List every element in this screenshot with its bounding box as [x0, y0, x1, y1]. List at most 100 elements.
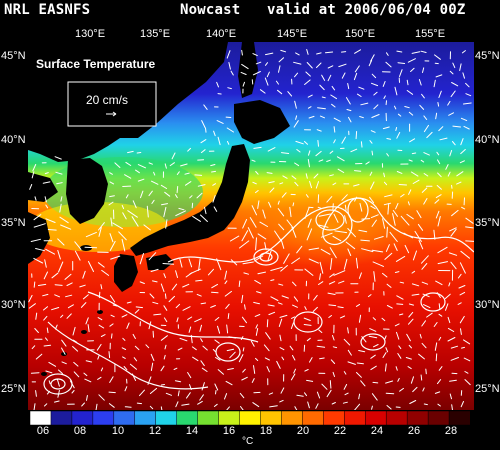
current-vector [332, 346, 338, 349]
current-vector [461, 206, 466, 210]
current-vector [304, 392, 307, 397]
current-vector [137, 164, 146, 169]
current-vector [319, 115, 325, 119]
current-vector [200, 302, 207, 305]
current-vector [309, 180, 312, 189]
current-vector [48, 380, 51, 385]
current-vector [307, 218, 312, 228]
current-vector [448, 112, 454, 116]
current-vector [398, 345, 402, 350]
current-vector [194, 318, 202, 323]
current-vector [385, 61, 392, 68]
current-vector [278, 65, 281, 73]
current-vector [327, 65, 334, 69]
current-vector [358, 314, 362, 323]
current-vector [369, 171, 373, 176]
current-vector [327, 74, 332, 82]
current-vector [66, 282, 73, 286]
current-vector [305, 71, 311, 77]
lat-label-45-left: 45°N [1, 50, 26, 62]
current-vector [73, 361, 79, 367]
current-vector [371, 150, 374, 156]
current-vector [54, 294, 60, 298]
current-vector [278, 283, 284, 286]
current-vector [98, 222, 105, 231]
current-vector [354, 65, 360, 73]
current-vector [54, 284, 63, 286]
vector-scale-arrow [106, 111, 117, 117]
current-vector [43, 344, 52, 347]
current-vector [317, 107, 326, 110]
current-vector [306, 337, 311, 342]
current-vector [328, 281, 336, 285]
current-vector [176, 317, 179, 323]
current-vector [61, 361, 67, 365]
current-vector [201, 120, 206, 129]
current-vector [292, 304, 298, 308]
current-vector [214, 317, 220, 321]
current-vector [411, 293, 420, 296]
current-vector [109, 240, 116, 251]
current-vector [368, 60, 373, 67]
current-vector [294, 100, 297, 109]
current-vector [306, 62, 313, 69]
current-vector [61, 339, 67, 347]
current-vector [241, 376, 248, 381]
current-vector [460, 250, 470, 259]
current-vector [306, 228, 313, 241]
current-vector [462, 72, 465, 79]
current-vector [163, 354, 166, 360]
current-vector [385, 392, 395, 395]
current-vector [465, 217, 474, 224]
current-vector [329, 273, 335, 278]
current-vector [295, 140, 304, 145]
current-vector [56, 378, 60, 387]
current-vector [316, 129, 322, 132]
current-vector [108, 403, 115, 408]
current-vector [168, 295, 175, 303]
lat-label-35-left: 35°N [1, 217, 26, 229]
current-vector [122, 356, 126, 359]
current-vector [373, 271, 376, 282]
current-vector [224, 393, 228, 400]
current-vector [240, 71, 247, 75]
current-vector [394, 271, 400, 273]
colorbar-swatch [71, 411, 94, 425]
current-vector [328, 304, 337, 307]
current-vector [182, 306, 191, 311]
current-vector [254, 255, 264, 262]
current-vector [360, 141, 363, 148]
current-vector [294, 72, 299, 78]
current-vector [382, 126, 390, 130]
current-vector [255, 190, 259, 194]
current-vector [319, 273, 321, 280]
current-vector [353, 72, 358, 81]
current-vector [189, 268, 201, 275]
eddy-2 [315, 209, 345, 231]
current-vector [95, 403, 98, 410]
current-vector [175, 194, 178, 199]
current-vector [463, 357, 471, 362]
current-vector [360, 380, 366, 387]
current-vector [372, 381, 379, 384]
current-vector [460, 328, 462, 335]
current-vector [421, 320, 426, 327]
current-vector [394, 323, 400, 327]
honshu [130, 144, 250, 256]
current-vector [419, 104, 425, 110]
current-vector [438, 90, 442, 98]
current-vector [252, 53, 258, 57]
current-vector [254, 314, 261, 317]
colorbar-swatch [448, 411, 470, 425]
current-vector [434, 391, 441, 394]
current-vector [267, 147, 276, 152]
current-vector [321, 383, 328, 390]
valid-time: valid at 2006/06/04 00Z [267, 2, 466, 18]
current-vector [367, 294, 372, 298]
current-vector [175, 303, 181, 309]
current-vector [48, 361, 57, 367]
current-vector [358, 272, 362, 279]
current-vector [179, 258, 183, 268]
current-vector [372, 317, 376, 321]
current-vector [409, 400, 417, 404]
